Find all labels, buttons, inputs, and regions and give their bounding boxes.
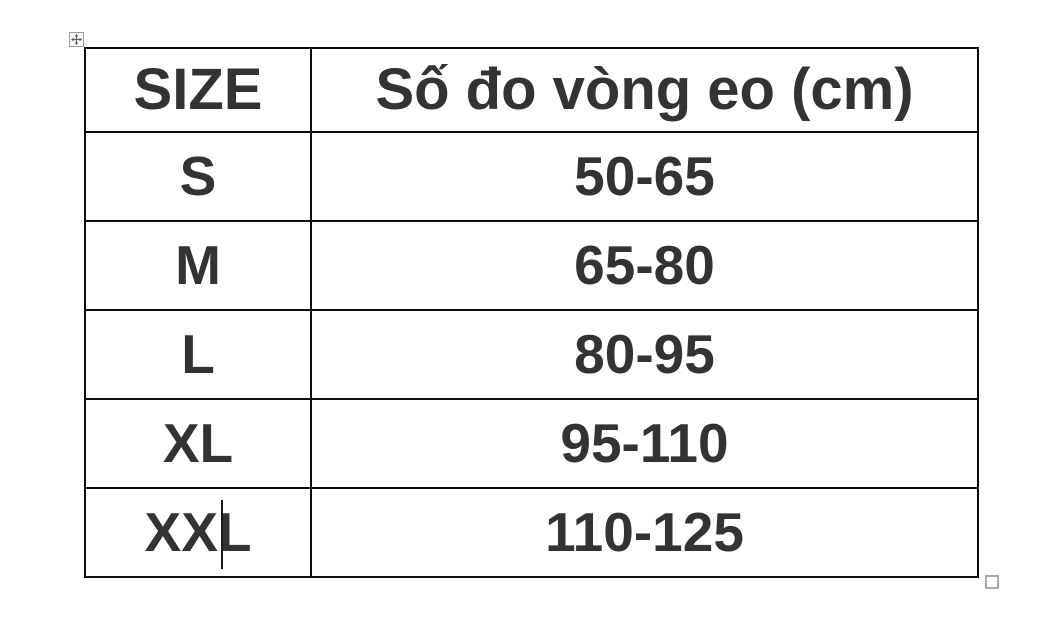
table-resize-handle[interactable] (985, 575, 999, 589)
waist-cell[interactable]: 95-110 (310, 398, 979, 489)
size-chart-table: SIZE Số đo vòng eo (cm) S 50-65 M 65-80 … (84, 47, 979, 578)
table-row-xl: XL 95-110 (84, 398, 979, 489)
waist-cell[interactable]: 80-95 (310, 309, 979, 400)
table-row-m: M 65-80 (84, 220, 979, 311)
size-cell[interactable]: L (84, 309, 312, 400)
move-cross-icon (71, 34, 82, 45)
size-cell[interactable]: XXL (84, 487, 312, 578)
size-cell[interactable]: XL (84, 398, 312, 489)
header-row: SIZE Số đo vòng eo (cm) (84, 47, 979, 133)
text-insertion-caret (221, 500, 223, 569)
waist-cell[interactable]: 50-65 (310, 131, 979, 222)
table-row-l: L 80-95 (84, 309, 979, 400)
column-header-waist[interactable]: Số đo vòng eo (cm) (310, 47, 979, 133)
table-row-xxl: XXL 110-125 (84, 487, 979, 578)
table-move-handle[interactable] (69, 32, 84, 47)
size-cell[interactable]: S (84, 131, 312, 222)
waist-cell[interactable]: 110-125 (310, 487, 979, 578)
waist-cell[interactable]: 65-80 (310, 220, 979, 311)
column-header-size[interactable]: SIZE (84, 47, 312, 133)
table-row-s: S 50-65 (84, 131, 979, 222)
size-cell[interactable]: M (84, 220, 312, 311)
